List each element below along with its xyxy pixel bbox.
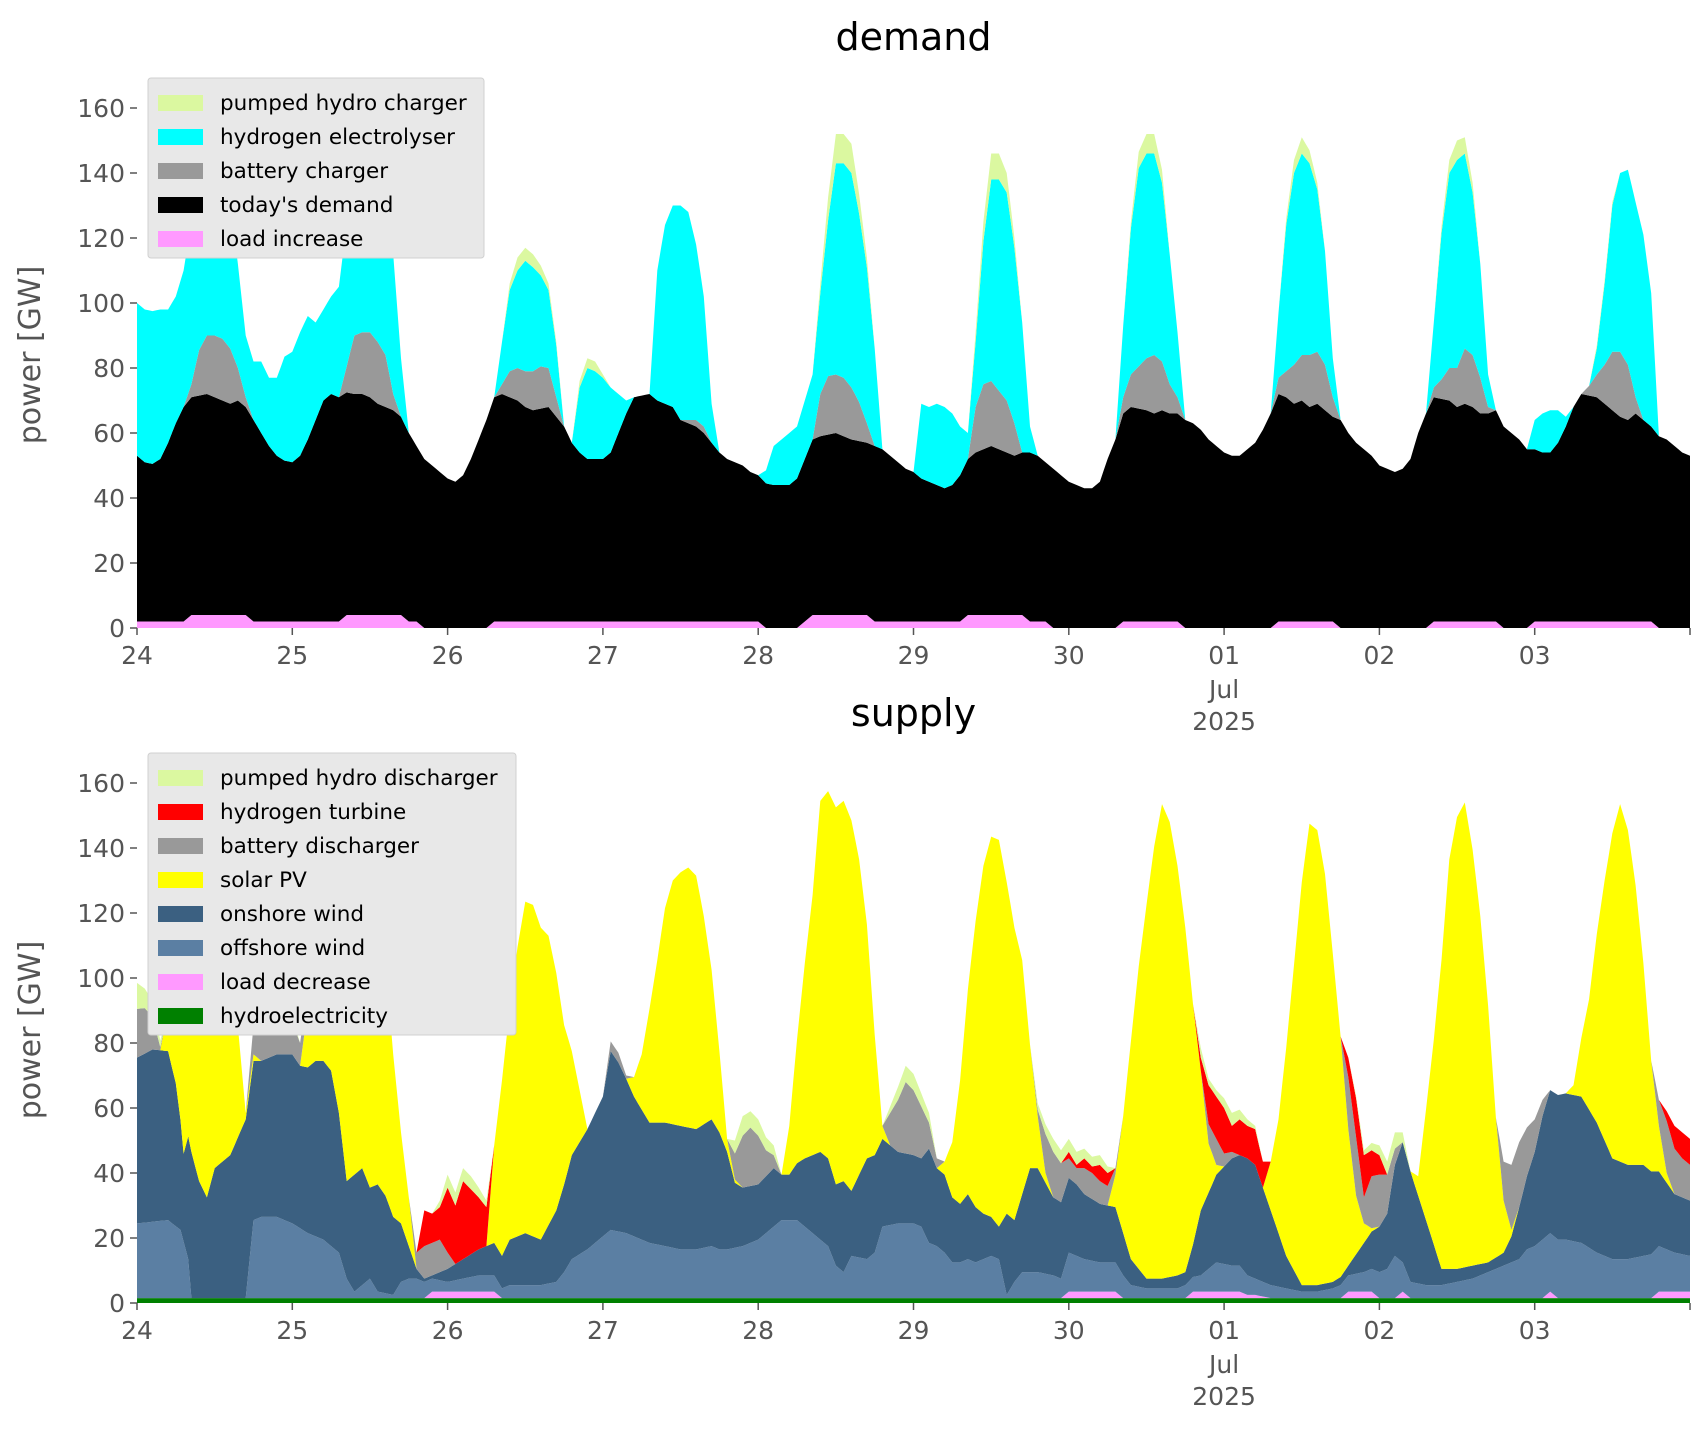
x-tick-label: 28 bbox=[742, 1316, 774, 1345]
legend-label-onshore-wind: onshore wind bbox=[220, 902, 364, 927]
y-tick-label: 120 bbox=[77, 224, 125, 253]
x-tick-label: 26 bbox=[432, 1316, 464, 1345]
x-tick-label: 25 bbox=[276, 641, 308, 670]
x-tick-label: 03 bbox=[1519, 641, 1551, 670]
y-tick-label: 0 bbox=[109, 1289, 125, 1318]
demand-title: demand bbox=[835, 15, 991, 59]
y-tick-label: 100 bbox=[77, 964, 125, 993]
demand-ylabel: power [GW] bbox=[13, 266, 48, 445]
y-tick-label: 80 bbox=[93, 1029, 125, 1058]
legend-label-hydrogen-turbine: hydrogen turbine bbox=[220, 800, 406, 825]
legend-swatch-load-increase bbox=[158, 231, 203, 247]
y-tick-label: 0 bbox=[109, 614, 125, 643]
x-tick-label: 01 bbox=[1208, 1316, 1240, 1345]
x-tick-label: 02 bbox=[1363, 641, 1395, 670]
supply-y-ticks: 0 20 40 60 80 100 120 140 160 bbox=[77, 769, 137, 1318]
x-tick-label: 01 bbox=[1208, 641, 1240, 670]
y-tick-label: 140 bbox=[77, 159, 125, 188]
demand-y-ticks: 0 20 40 60 80 100 120 140 160 bbox=[77, 94, 137, 643]
y-tick-label: 100 bbox=[77, 289, 125, 318]
y-tick-label: 120 bbox=[77, 899, 125, 928]
y-tick-label: 40 bbox=[93, 484, 125, 513]
legend-swatch-hydroelectricity bbox=[158, 1008, 203, 1024]
supply-title: supply bbox=[851, 691, 976, 735]
y-tick-label: 20 bbox=[93, 549, 125, 578]
y-tick-label: 80 bbox=[93, 354, 125, 383]
series-area-load-decrease bbox=[137, 1291, 1690, 1299]
legend-label-pumped-hydro-discharger: pumped hydro discharger bbox=[220, 766, 498, 791]
legend-label-load-increase: load increase bbox=[220, 227, 363, 252]
legend-swatch-hydrogen-turbine bbox=[158, 804, 203, 820]
x-tick-label: 26 bbox=[432, 641, 464, 670]
legend-label-offshore-wind: offshore wind bbox=[220, 936, 365, 961]
legend-label-solar-pv: solar PV bbox=[220, 868, 307, 893]
x-tick-sublabel: Jul bbox=[1207, 675, 1239, 704]
series-area-battery-charger bbox=[137, 332, 1690, 489]
x-tick-label: 03 bbox=[1519, 1316, 1551, 1345]
legend-label-today-s-demand: today's demand bbox=[220, 193, 393, 218]
legend-label-load-decrease: load decrease bbox=[220, 970, 371, 995]
y-tick-label: 60 bbox=[93, 1094, 125, 1123]
legend-swatch-today-s-demand bbox=[158, 197, 203, 213]
legend-swatch-hydrogen-electrolyser bbox=[158, 129, 203, 145]
y-tick-label: 60 bbox=[93, 419, 125, 448]
x-tick-label: 29 bbox=[898, 1316, 930, 1345]
x-tick-sublabel: 2025 bbox=[1192, 707, 1256, 736]
legend-label-hydrogen-electrolyser: hydrogen electrolyser bbox=[220, 125, 455, 150]
supply-areas bbox=[137, 787, 1690, 1303]
legend-label-battery-charger: battery charger bbox=[220, 159, 388, 184]
y-tick-label: 40 bbox=[93, 1159, 125, 1188]
x-tick-label: 30 bbox=[1053, 641, 1085, 670]
series-area-onshore-wind bbox=[137, 1049, 1690, 1299]
x-tick-label: 27 bbox=[587, 641, 619, 670]
x-tick-label: 28 bbox=[742, 641, 774, 670]
demand-areas bbox=[137, 124, 1690, 628]
legend-swatch-battery-discharger bbox=[158, 838, 203, 854]
legend-swatch-solar-pv bbox=[158, 872, 203, 888]
y-tick-label: 160 bbox=[77, 769, 125, 798]
legend-swatch-offshore-wind bbox=[158, 940, 203, 956]
x-tick-label: 24 bbox=[121, 1316, 153, 1345]
legend-swatch-pumped-hydro-charger bbox=[158, 95, 203, 111]
x-tick-label: 02 bbox=[1363, 1316, 1395, 1345]
x-tick-label: 29 bbox=[898, 641, 930, 670]
demand-x-ticks: 24 25 26 27 28 29 30 01 Jul 2025 02 03 bbox=[121, 628, 1691, 736]
legend-box bbox=[147, 77, 485, 259]
series-area-offshore-wind bbox=[137, 1216, 1690, 1299]
demand-legend: pumped hydro charger hydrogen electrolyse… bbox=[147, 77, 485, 259]
series-area-today-s-demand bbox=[137, 392, 1690, 628]
legend-swatch-onshore-wind bbox=[158, 906, 203, 922]
supply-x-ticks: 24 25 26 27 28 29 30 01 Jul 2025 02 03 bbox=[121, 1303, 1691, 1411]
legend-swatch-pumped-hydro-discharger bbox=[158, 770, 203, 786]
legend-box bbox=[147, 752, 517, 1036]
series-area-solar-pv bbox=[137, 787, 1690, 1286]
x-tick-label: 27 bbox=[587, 1316, 619, 1345]
legend-label-pumped-hydro-charger: pumped hydro charger bbox=[220, 91, 467, 116]
series-area-hydroelectricity bbox=[137, 1298, 1690, 1303]
y-tick-label: 140 bbox=[77, 834, 125, 863]
y-tick-label: 160 bbox=[77, 94, 125, 123]
legend-label-battery-discharger: battery discharger bbox=[220, 834, 419, 859]
supply-legend: pumped hydro discharger hydrogen turbine b… bbox=[147, 752, 517, 1036]
x-tick-sublabel: 2025 bbox=[1192, 1382, 1256, 1411]
supply-ylabel: power [GW] bbox=[13, 941, 48, 1120]
legend-swatch-battery-charger bbox=[158, 163, 203, 179]
legend-swatch-load-decrease bbox=[158, 974, 203, 990]
x-tick-label: 25 bbox=[276, 1316, 308, 1345]
y-tick-label: 20 bbox=[93, 1224, 125, 1253]
legend-label-hydroelectricity: hydroelectricity bbox=[220, 1004, 388, 1029]
x-tick-sublabel: Jul bbox=[1207, 1350, 1239, 1379]
x-tick-label: 30 bbox=[1053, 1316, 1085, 1345]
series-area-hydrogen-electrolyser bbox=[137, 153, 1690, 489]
x-tick-label: 24 bbox=[121, 641, 153, 670]
